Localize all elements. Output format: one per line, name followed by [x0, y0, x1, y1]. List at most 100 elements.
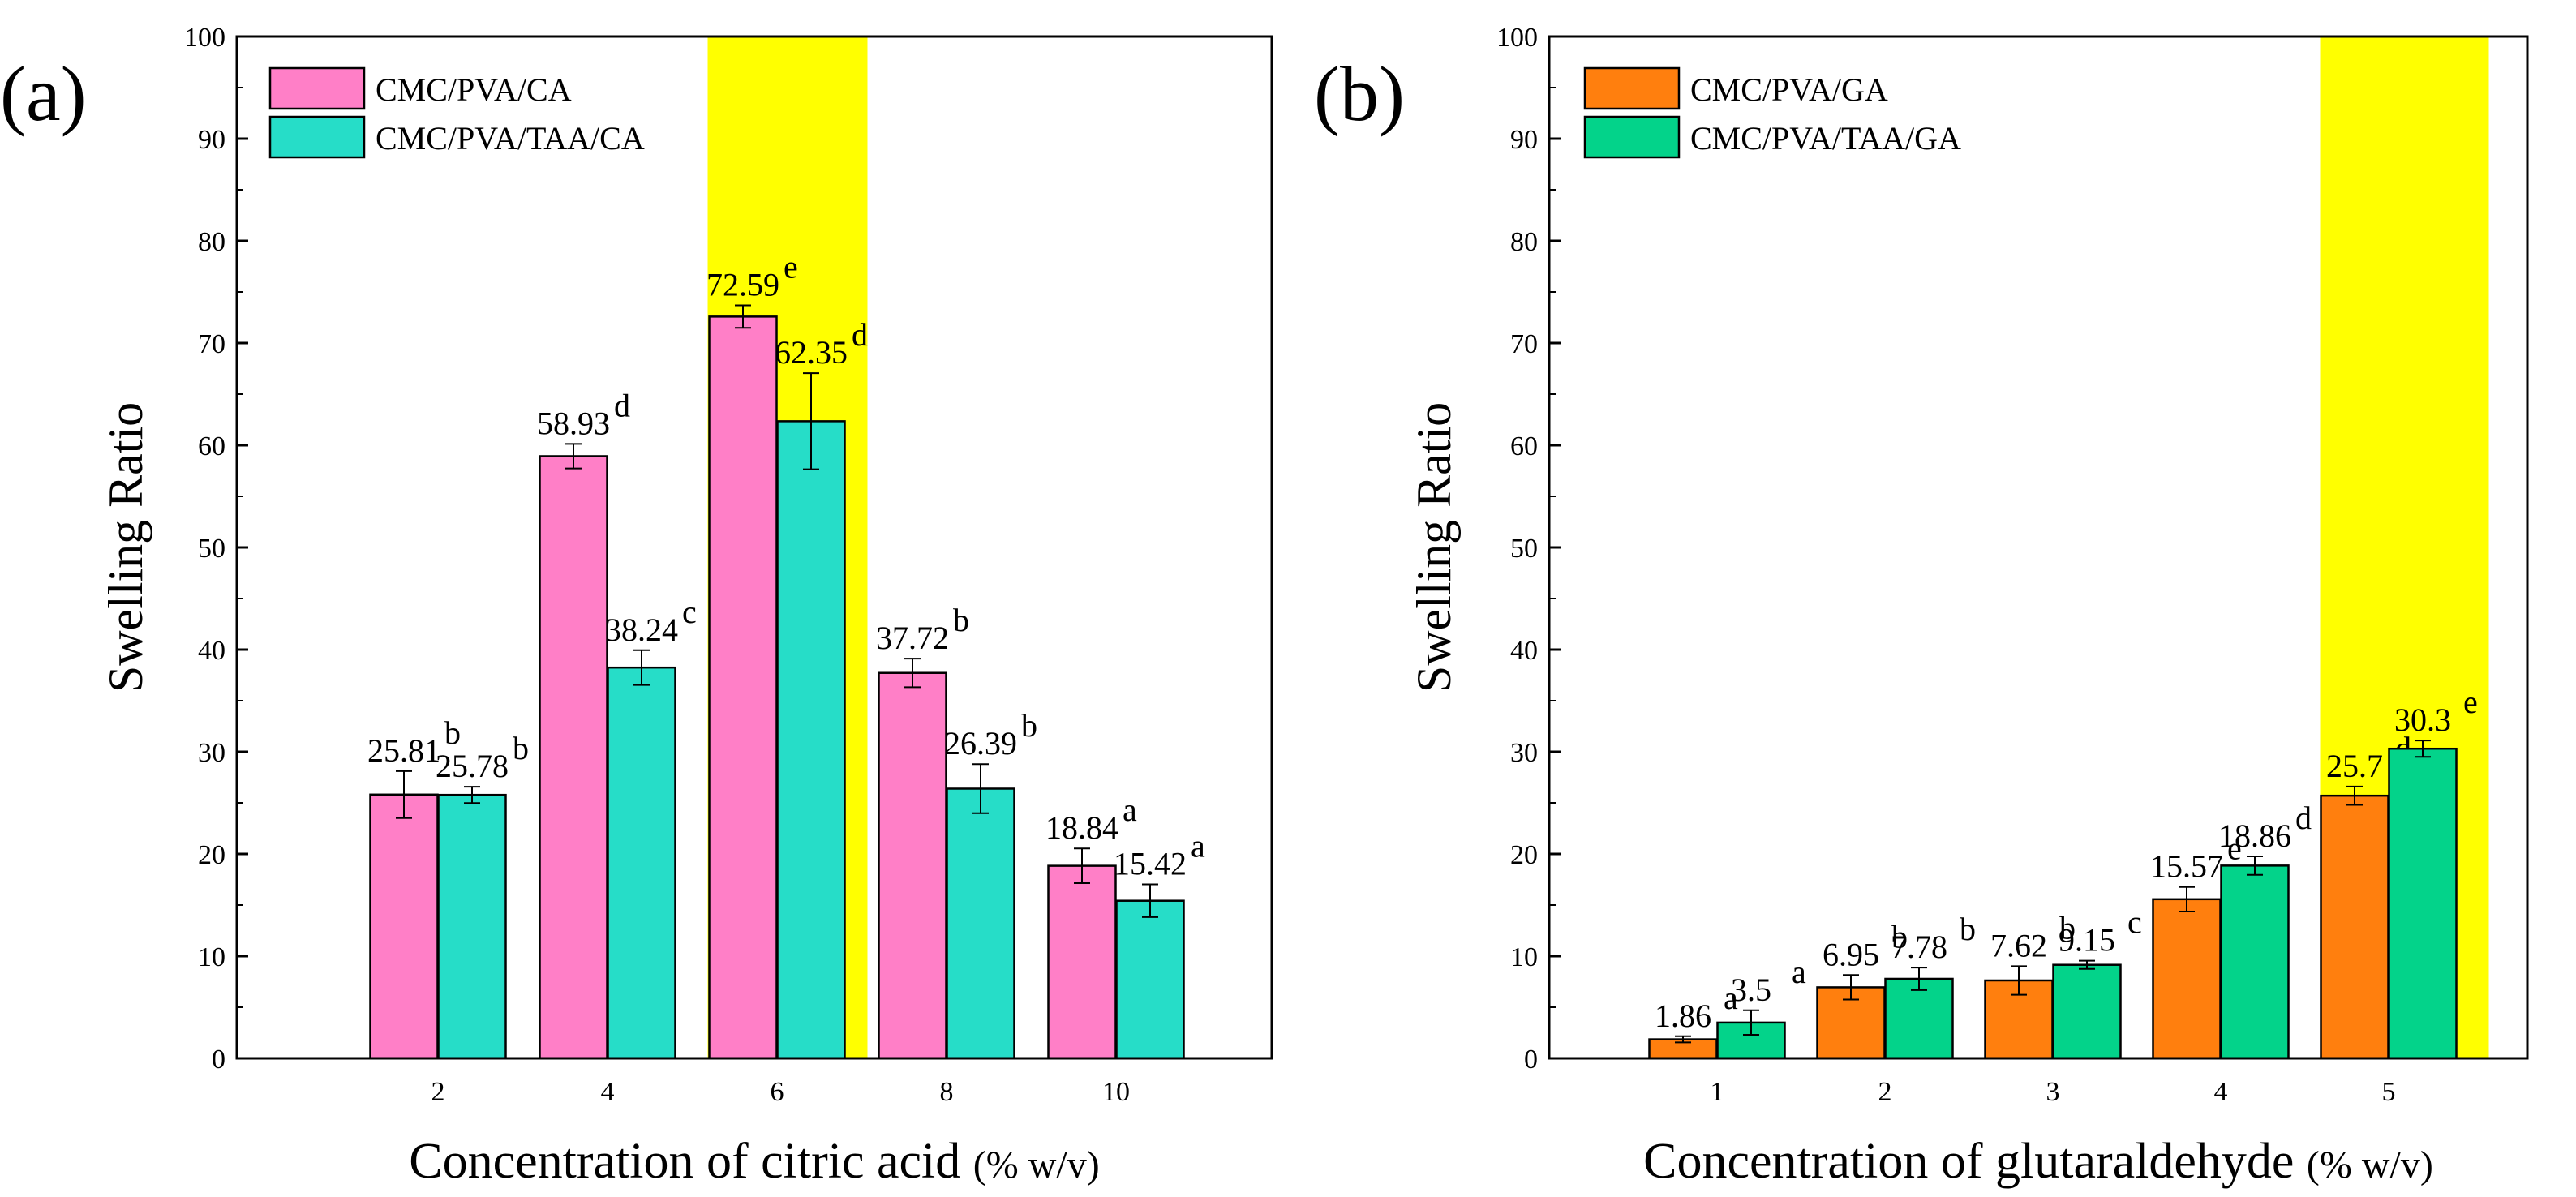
y-tick-label: 40: [198, 636, 225, 666]
y-tick-label: 90: [1510, 125, 1538, 155]
bar-CMC/PVA/TAA/GA-5: [2388, 747, 2458, 1060]
y-tick-label: 10: [198, 942, 225, 972]
data-label: 38.24: [605, 611, 678, 648]
significance-letter: e: [2463, 684, 2478, 720]
significance-letter: a: [1724, 980, 1738, 1016]
data-label: 58.93: [537, 405, 610, 441]
panel-label: (b): [1314, 50, 1405, 137]
bar-CMC/PVA/CA-4: [539, 455, 608, 1060]
y-tick-label: 80: [1510, 227, 1538, 257]
error-bar: [1911, 967, 1927, 991]
significance-letter: b: [1021, 707, 1037, 744]
significance-letter: b: [1891, 918, 1908, 955]
bar-CMC/PVA/TAA/CA-4: [607, 666, 676, 1060]
x-axis-title-main: Concentration of citric acid: [409, 1134, 973, 1189]
y-tick-label: 20: [198, 840, 225, 870]
error-bar: [464, 786, 480, 804]
y-axis-title: Swelling Ratio: [1407, 402, 1461, 693]
significance-letter: a: [1123, 792, 1137, 828]
data-label: 15.42: [1114, 846, 1187, 882]
bar-CMC/PVA/CA-8: [878, 671, 947, 1060]
y-tick-label: 100: [1496, 23, 1538, 53]
error-bar: [2011, 965, 2027, 996]
significance-letter: c: [2127, 904, 2142, 941]
bar-CMC/PVA/GA-4: [2152, 898, 2222, 1060]
bar-CMC/PVA/TAA/GA-4: [2220, 865, 2290, 1060]
data-label: 3.5: [1731, 972, 1771, 1008]
x-tick-label: 4: [601, 1077, 615, 1107]
error-bar: [1142, 883, 1158, 918]
data-label: 6.95: [1823, 936, 1879, 972]
legend-label: CMC/PVA/GA: [1690, 71, 1888, 108]
error-bar: [972, 763, 989, 814]
y-tick-label: 20: [1510, 840, 1538, 870]
data-label: 18.86: [2218, 817, 2291, 854]
bar-CMC/PVA/TAA/CA-2: [437, 793, 507, 1060]
y-tick-label: 60: [198, 431, 225, 461]
significance-letter: a: [1792, 954, 1806, 990]
significance-letter: e: [784, 249, 798, 285]
x-tick-label: 10: [1102, 1077, 1130, 1107]
legend-label: CMC/PVA/TAA/CA: [376, 120, 645, 157]
legend-label: CMC/PVA/TAA/GA: [1690, 120, 1961, 157]
y-tick-label: 90: [198, 125, 225, 155]
error-bar: [2346, 785, 2363, 806]
x-tick-label: 1: [1711, 1077, 1724, 1107]
x-axis-title-main: Concentration of glutaraldehyde: [1643, 1134, 2307, 1189]
y-tick-label: 0: [212, 1045, 225, 1075]
y-tick-label: 100: [184, 23, 225, 53]
y-tick-label: 30: [1510, 738, 1538, 768]
error-bar: [633, 649, 650, 686]
y-tick-label: 50: [198, 534, 225, 564]
x-axis-title-unit: (% w/v): [973, 1143, 1100, 1186]
data-label: 25.7: [2326, 748, 2383, 784]
y-tick-label: 70: [1510, 329, 1538, 359]
error-bar: [396, 770, 412, 819]
y-tick-label: 70: [198, 329, 225, 359]
error-bar: [904, 658, 921, 689]
data-label: 7.78: [1891, 929, 1947, 965]
x-tick-label: 5: [2382, 1077, 2396, 1107]
data-label: 18.84: [1045, 809, 1118, 846]
significance-letter: b: [444, 714, 461, 751]
panel-label: (a): [0, 50, 87, 137]
data-label: 72.59: [706, 267, 779, 303]
x-axis-title: Concentration of glutaraldehyde (% w/v): [1643, 1134, 2433, 1189]
error-bar: [565, 443, 582, 470]
y-tick-label: 30: [198, 738, 225, 768]
significance-letter: b: [1960, 911, 1976, 947]
y-tick-label: 50: [1510, 534, 1538, 564]
y-tick-label: 10: [1510, 942, 1538, 972]
bar-CMC/PVA/CA-6: [708, 315, 778, 1060]
error-bar: [2179, 886, 2195, 912]
bar-CMC/PVA/TAA/CA-6: [776, 420, 846, 1060]
bar-CMC/PVA/TAA/GA-3: [2052, 963, 2122, 1060]
x-tick-label: 2: [431, 1077, 445, 1107]
data-label: 15.57: [2150, 848, 2223, 885]
bar-CMC/PVA/CA-2: [369, 793, 439, 1060]
significance-letter: c: [682, 594, 697, 630]
data-label: 9.15: [2059, 922, 2115, 959]
significance-letter: b: [953, 602, 969, 638]
error-bar: [1843, 974, 1859, 1001]
significance-letter: d: [614, 387, 630, 423]
bar-CMC/PVA/GA-5: [2320, 794, 2389, 1060]
x-tick-label: 8: [940, 1077, 954, 1107]
data-label: 30.3: [2394, 701, 2451, 738]
data-label: 1.86: [1655, 998, 1711, 1034]
y-axis-title: Swelling Ratio: [99, 402, 152, 693]
data-label: 62.35: [775, 334, 848, 371]
x-axis-title: Concentration of citric acid (% w/v): [409, 1134, 1099, 1189]
error-bar: [2415, 740, 2431, 758]
error-bar: [735, 304, 751, 329]
y-tick-label: 0: [1524, 1045, 1538, 1075]
significance-letter: a: [1191, 828, 1205, 865]
data-label: 25.81: [367, 732, 440, 769]
x-tick-label: 3: [2046, 1077, 2060, 1107]
legend-swatch: [268, 66, 366, 110]
legend-label: CMC/PVA/CA: [376, 71, 572, 108]
data-label: 25.78: [436, 748, 509, 784]
error-bar: [1743, 1009, 1759, 1036]
significance-letter: b: [2059, 909, 2076, 946]
